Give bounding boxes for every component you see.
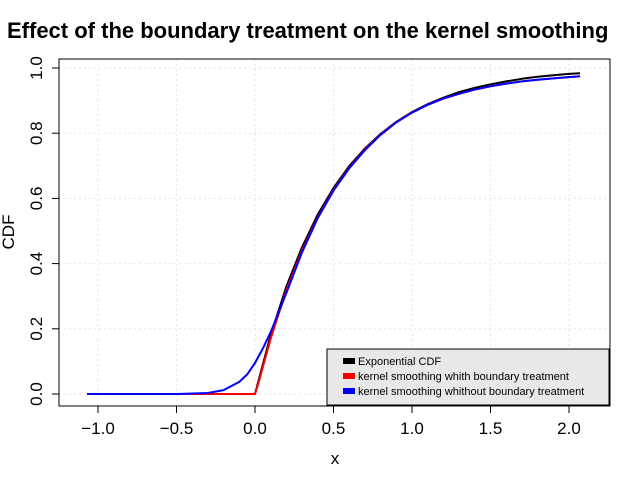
x-tick-label: 1.0 [400, 419, 424, 438]
legend-swatch [343, 373, 355, 379]
x-tick-label: 2.0 [557, 419, 581, 438]
x-tick-label: −1.0 [81, 419, 115, 438]
legend-label: kernel smoothing whithout boundary treat… [358, 386, 584, 398]
x-tick-label: 1.5 [479, 419, 503, 438]
x-tick-label: −0.5 [160, 419, 194, 438]
y-tick-label: 1.0 [27, 56, 46, 80]
x-axis-label: x [331, 449, 340, 468]
plot-frame [58, 58, 611, 407]
y-tick-label: 0.0 [27, 382, 46, 406]
x-tick-label: 0.5 [322, 419, 346, 438]
chart-title: Effect of the boundary treatment on the … [7, 18, 608, 43]
legend: Exponential CDF kernel smoothing whith bo… [326, 348, 610, 406]
legend-label: kernel smoothing whith boundary treatmen… [358, 371, 569, 383]
legend-swatch [343, 358, 355, 364]
legend-box [326, 348, 610, 406]
y-tick-label: 0.2 [27, 317, 46, 341]
y-axis-label: CDF [0, 215, 18, 250]
y-tick-label: 0.4 [27, 252, 46, 276]
x-tick-label: 0.0 [243, 419, 267, 438]
legend-label: Exponential CDF [358, 356, 441, 368]
y-tick-label: 0.6 [27, 187, 46, 211]
y-tick-label: 0.8 [27, 121, 46, 145]
series-lines [87, 72, 581, 395]
x-axis: −1.0 −0.5 0.0 0.5 1.0 1.5 2.0 [81, 406, 581, 438]
y-axis: 0.0 0.2 0.4 0.6 0.8 1.0 [27, 56, 59, 406]
legend-swatch [343, 388, 355, 394]
series-line-3 [87, 75, 581, 395]
